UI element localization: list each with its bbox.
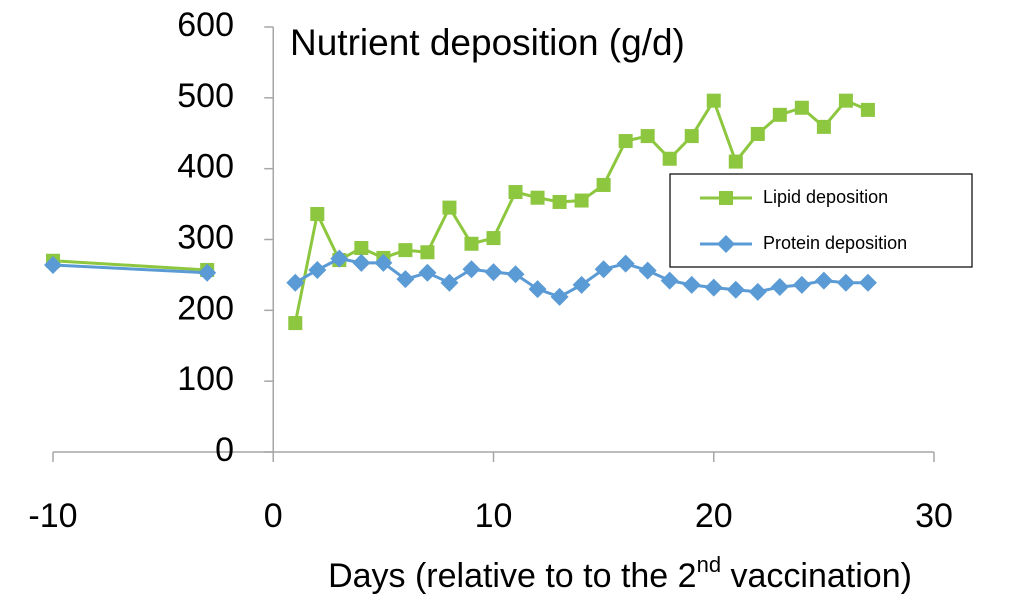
x-axis-label-sup: nd — [697, 552, 721, 577]
data-point — [618, 134, 633, 149]
data-point — [398, 243, 413, 258]
data-point — [792, 275, 811, 294]
y-tick-label: 500 — [177, 77, 234, 115]
legend-marker — [719, 191, 733, 205]
data-point — [572, 275, 591, 294]
data-point — [814, 271, 833, 290]
data-point — [750, 126, 765, 141]
data-point — [354, 241, 369, 255]
x-axis-label: Days (relative to to the 2nd vaccination… — [328, 552, 912, 595]
y-tick-label: 200 — [177, 289, 234, 327]
data-point — [420, 245, 435, 260]
data-point — [770, 277, 789, 296]
y-tick-label: 600 — [177, 6, 234, 44]
data-point — [552, 194, 567, 209]
x-axis-label-rest: vaccination) — [721, 557, 912, 595]
data-point — [550, 287, 569, 306]
data-point — [816, 119, 831, 134]
x-tick-label: 30 — [915, 497, 953, 535]
x-tick-label: 20 — [695, 497, 733, 535]
chart-title: Nutrient deposition (g/d) — [290, 22, 685, 63]
data-point — [682, 275, 701, 294]
x-tick-label: -10 — [28, 497, 77, 535]
data-point — [308, 260, 327, 279]
data-point — [772, 107, 787, 122]
data-point — [836, 273, 855, 292]
data-point — [464, 236, 479, 251]
data-point — [640, 129, 655, 144]
data-point — [706, 93, 721, 108]
data-point — [288, 316, 303, 331]
data-point — [440, 273, 459, 292]
data-point — [748, 282, 767, 301]
legend-label: Lipid deposition — [763, 187, 888, 207]
y-tick-label: 0 — [215, 431, 234, 469]
data-point — [486, 231, 501, 246]
data-point — [310, 207, 325, 221]
legend-box — [669, 173, 973, 268]
data-point — [484, 263, 503, 282]
legend-marker — [717, 235, 735, 253]
data-point — [442, 200, 457, 215]
y-tick-label: 300 — [177, 218, 234, 256]
data-point — [638, 261, 657, 280]
data-point — [860, 102, 875, 117]
data-point — [374, 253, 393, 272]
data-point — [794, 100, 809, 115]
legend-label: Protein deposition — [763, 233, 907, 253]
x-tick-label: 0 — [264, 497, 283, 535]
data-point — [528, 280, 547, 299]
data-point — [594, 260, 613, 279]
data-point — [574, 193, 589, 208]
data-point — [726, 280, 745, 299]
x-axis-label-main: Days (relative to to the 2 — [328, 557, 697, 595]
data-point — [616, 254, 635, 273]
data-point — [838, 93, 853, 108]
data-point — [662, 151, 677, 166]
data-point — [530, 190, 545, 205]
data-point — [508, 185, 523, 200]
data-point — [396, 270, 415, 289]
data-point — [286, 273, 305, 292]
data-point — [418, 263, 437, 282]
y-tick-label: 400 — [177, 148, 234, 186]
data-point — [728, 154, 743, 169]
x-tick-label: 10 — [475, 497, 513, 535]
data-point — [596, 177, 611, 192]
data-point — [44, 256, 62, 274]
data-point — [684, 129, 699, 144]
data-point — [352, 253, 371, 272]
data-point — [330, 249, 349, 268]
data-point — [660, 271, 679, 290]
data-point — [858, 273, 877, 292]
data-point — [704, 278, 723, 297]
data-point — [462, 260, 481, 279]
data-point — [506, 265, 525, 284]
y-tick-label: 100 — [177, 360, 234, 398]
data-point — [198, 263, 217, 282]
